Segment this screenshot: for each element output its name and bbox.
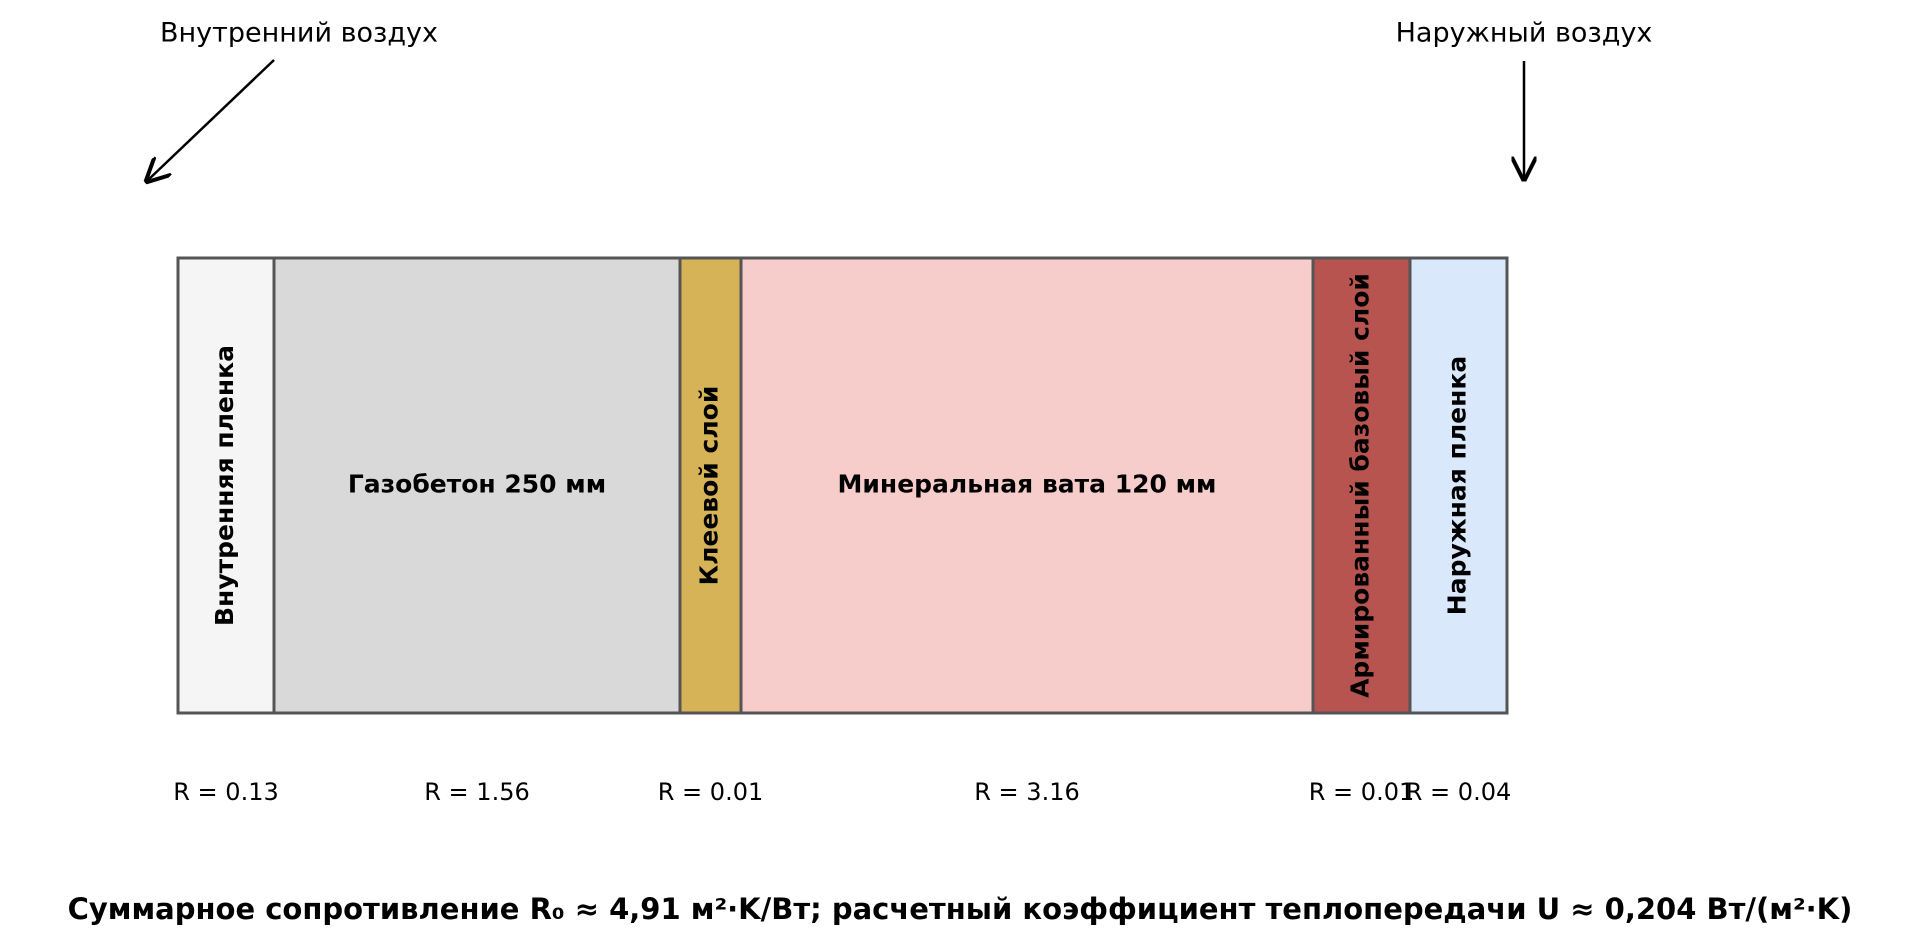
resistance-label: R = 0.13 bbox=[173, 778, 278, 806]
layer bbox=[678, 256, 743, 715]
inside-label: Внутренний воздух bbox=[160, 18, 438, 49]
layer bbox=[1408, 256, 1509, 715]
layer-label: Минеральная вата 120 мм bbox=[838, 470, 1217, 499]
layer-label: Армированный базовый слой bbox=[1346, 273, 1375, 698]
resistance-label: R = 0.04 bbox=[1406, 778, 1511, 806]
summary: Суммарное сопротивление R₀ ≈ 4,91 м²·K/В… bbox=[68, 892, 1853, 926]
layer-label: Газобетон 250 мм bbox=[348, 470, 606, 499]
resistance-label: R = 0.01 bbox=[1309, 778, 1414, 806]
layer-label: Наружная пленка bbox=[1443, 356, 1472, 615]
layer-label: Клеевой слой bbox=[695, 386, 724, 586]
outside-label: Наружный воздух bbox=[1396, 18, 1653, 49]
layer bbox=[739, 256, 1315, 715]
layer-label: Внутренняя пленка bbox=[210, 345, 239, 626]
layer bbox=[272, 256, 682, 715]
wall: Внутренняя пленка R = 0.13 Газобетон 250 м… bbox=[173, 256, 1511, 806]
inside-arrow bbox=[147, 59, 275, 181]
resistance-label: R = 0.01 bbox=[658, 778, 763, 806]
resistance-label: R = 3.16 bbox=[974, 778, 1079, 806]
resistance-label: R = 1.56 bbox=[424, 778, 529, 806]
